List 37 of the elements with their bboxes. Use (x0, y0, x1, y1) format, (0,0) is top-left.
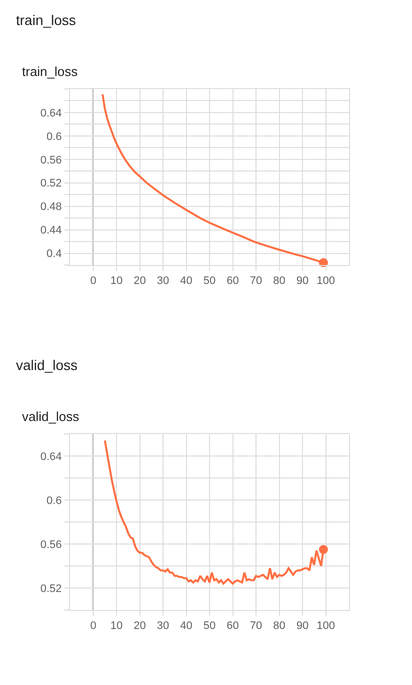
x-tick-label: 70 (250, 275, 262, 288)
x-tick-label: 20 (134, 620, 146, 632)
y-tick-label: 0.52 (40, 582, 62, 595)
chart-subtitle: valid_loss (22, 409, 80, 424)
x-tick-label: 80 (273, 275, 286, 288)
y-tick-label: 0.56 (40, 538, 62, 551)
x-tick-label: 40 (180, 275, 192, 288)
x-tick-label: 20 (134, 275, 146, 288)
y-tick-label: 0.64 (40, 450, 62, 463)
x-tick-label: 90 (296, 275, 309, 288)
x-tick-label: 60 (226, 275, 239, 288)
x-tick-label: 70 (250, 620, 262, 632)
x-tick-label: 100 (316, 620, 335, 632)
x-tick-label: 30 (156, 275, 170, 288)
x-tick-label: 50 (203, 620, 216, 632)
y-tick-label: 0.44 (40, 224, 62, 237)
chart-subtitle: train_loss (22, 64, 78, 79)
y-tick-label: 0.48 (40, 201, 62, 214)
x-tick-label: 90 (296, 620, 309, 632)
x-tick-label: 10 (110, 620, 123, 632)
y-tick-label: 0.6 (46, 494, 62, 507)
x-tick-label: 100 (316, 275, 335, 288)
x-tick-label: 0 (90, 620, 96, 632)
x-tick-label: 0 (90, 275, 96, 288)
x-tick-label: 60 (226, 620, 239, 632)
y-tick-label: 0.4 (46, 248, 62, 260)
x-tick-label: 50 (203, 275, 216, 288)
x-tick-label: 40 (180, 620, 192, 632)
y-tick-label: 0.52 (40, 178, 62, 190)
chart-title: valid_loss (16, 357, 78, 373)
y-tick-label: 0.6 (46, 130, 62, 143)
chart-title: train_loss (16, 12, 76, 28)
x-tick-label: 10 (110, 275, 123, 288)
y-tick-label: 0.64 (40, 107, 62, 120)
x-tick-label: 30 (156, 620, 170, 632)
y-tick-label: 0.56 (40, 154, 62, 166)
x-tick-label: 80 (273, 620, 286, 632)
